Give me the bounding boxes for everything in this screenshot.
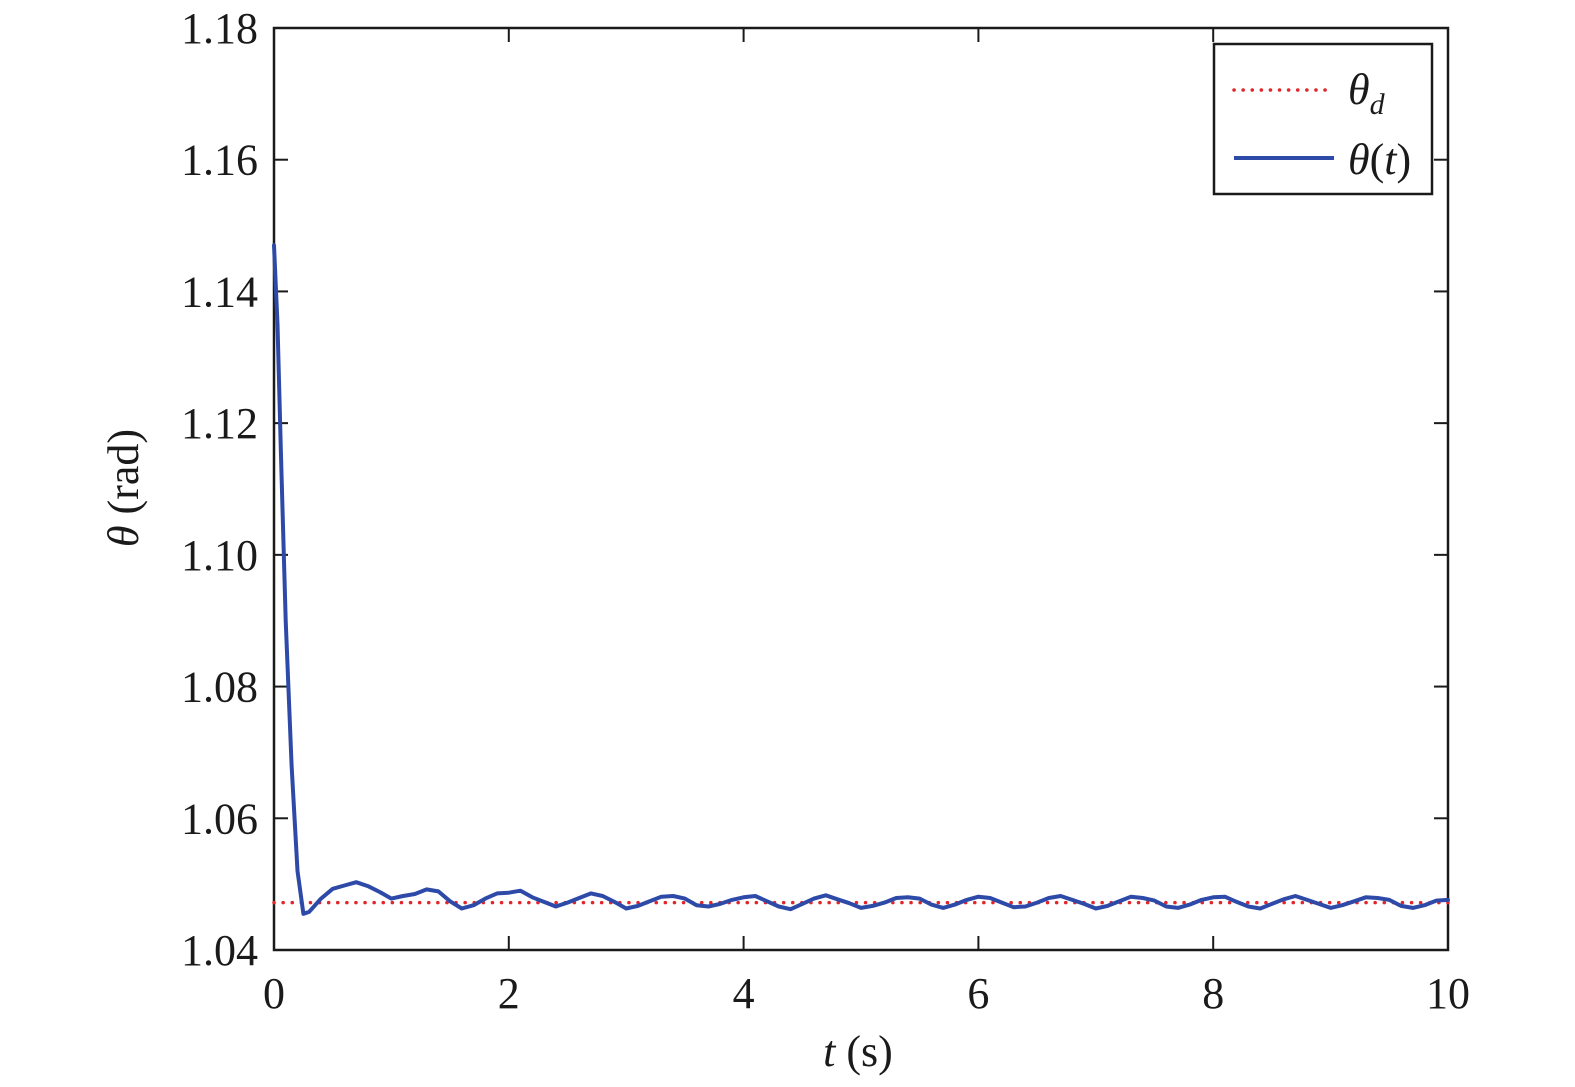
x-tick-label: 4	[733, 969, 755, 1018]
y-tick-label: 1.08	[181, 663, 258, 712]
legend: θd θ(t)	[1212, 42, 1434, 196]
y-axis-label: θ (rad)	[99, 429, 148, 547]
y-tick-label: 1.10	[181, 531, 258, 580]
x-axis-label-var: t	[823, 1027, 837, 1076]
y-axis-label-var: θ	[99, 525, 148, 547]
y-tick-label: 1.04	[181, 926, 258, 975]
legend-label-theta-d-main: θ	[1348, 65, 1370, 114]
y-axis-label-unit: (rad)	[99, 429, 148, 526]
plot-area: 0 2 4 6 8 10 1.04 1.06 1.08 1.10 1.12 1.14 1.16 1.18	[181, 4, 1470, 1018]
y-ticks: 1.04 1.06 1.08 1.10 1.12 1.14 1.16 1.18	[181, 4, 1448, 975]
x-tick-label: 2	[498, 969, 520, 1018]
legend-label-theta-t-var: t	[1384, 135, 1398, 184]
legend-box	[1212, 42, 1434, 196]
x-tick-label: 8	[1202, 969, 1224, 1018]
y-tick-label: 1.06	[181, 794, 258, 843]
series-line-theta-t	[272, 243, 1450, 916]
y-tick-label: 1.18	[181, 4, 258, 53]
legend-label-theta-t-close: )	[1397, 135, 1412, 184]
x-tick-label: 10	[1426, 969, 1470, 1018]
x-axis-label-unit: (s)	[835, 1027, 892, 1076]
legend-label-theta-t-open: (	[1370, 135, 1385, 184]
x-tick-label: 0	[263, 969, 285, 1018]
axes-frame	[272, 26, 1450, 952]
x-axis-label: t (s)	[823, 1027, 893, 1076]
series-layer	[272, 243, 1450, 916]
y-tick-label: 1.16	[181, 136, 258, 185]
x-ticks: 0 2 4 6 8 10	[263, 28, 1470, 1018]
legend-label-theta-t-main: θ	[1348, 135, 1370, 184]
x-tick-label: 6	[967, 969, 989, 1018]
legend-label-theta-d-sub: d	[1370, 88, 1386, 121]
y-tick-label: 1.12	[181, 399, 258, 448]
legend-label-theta-t: θ(t)	[1348, 135, 1411, 184]
y-tick-label: 1.14	[181, 267, 258, 316]
legend-label-theta-d: θd	[1348, 65, 1386, 121]
